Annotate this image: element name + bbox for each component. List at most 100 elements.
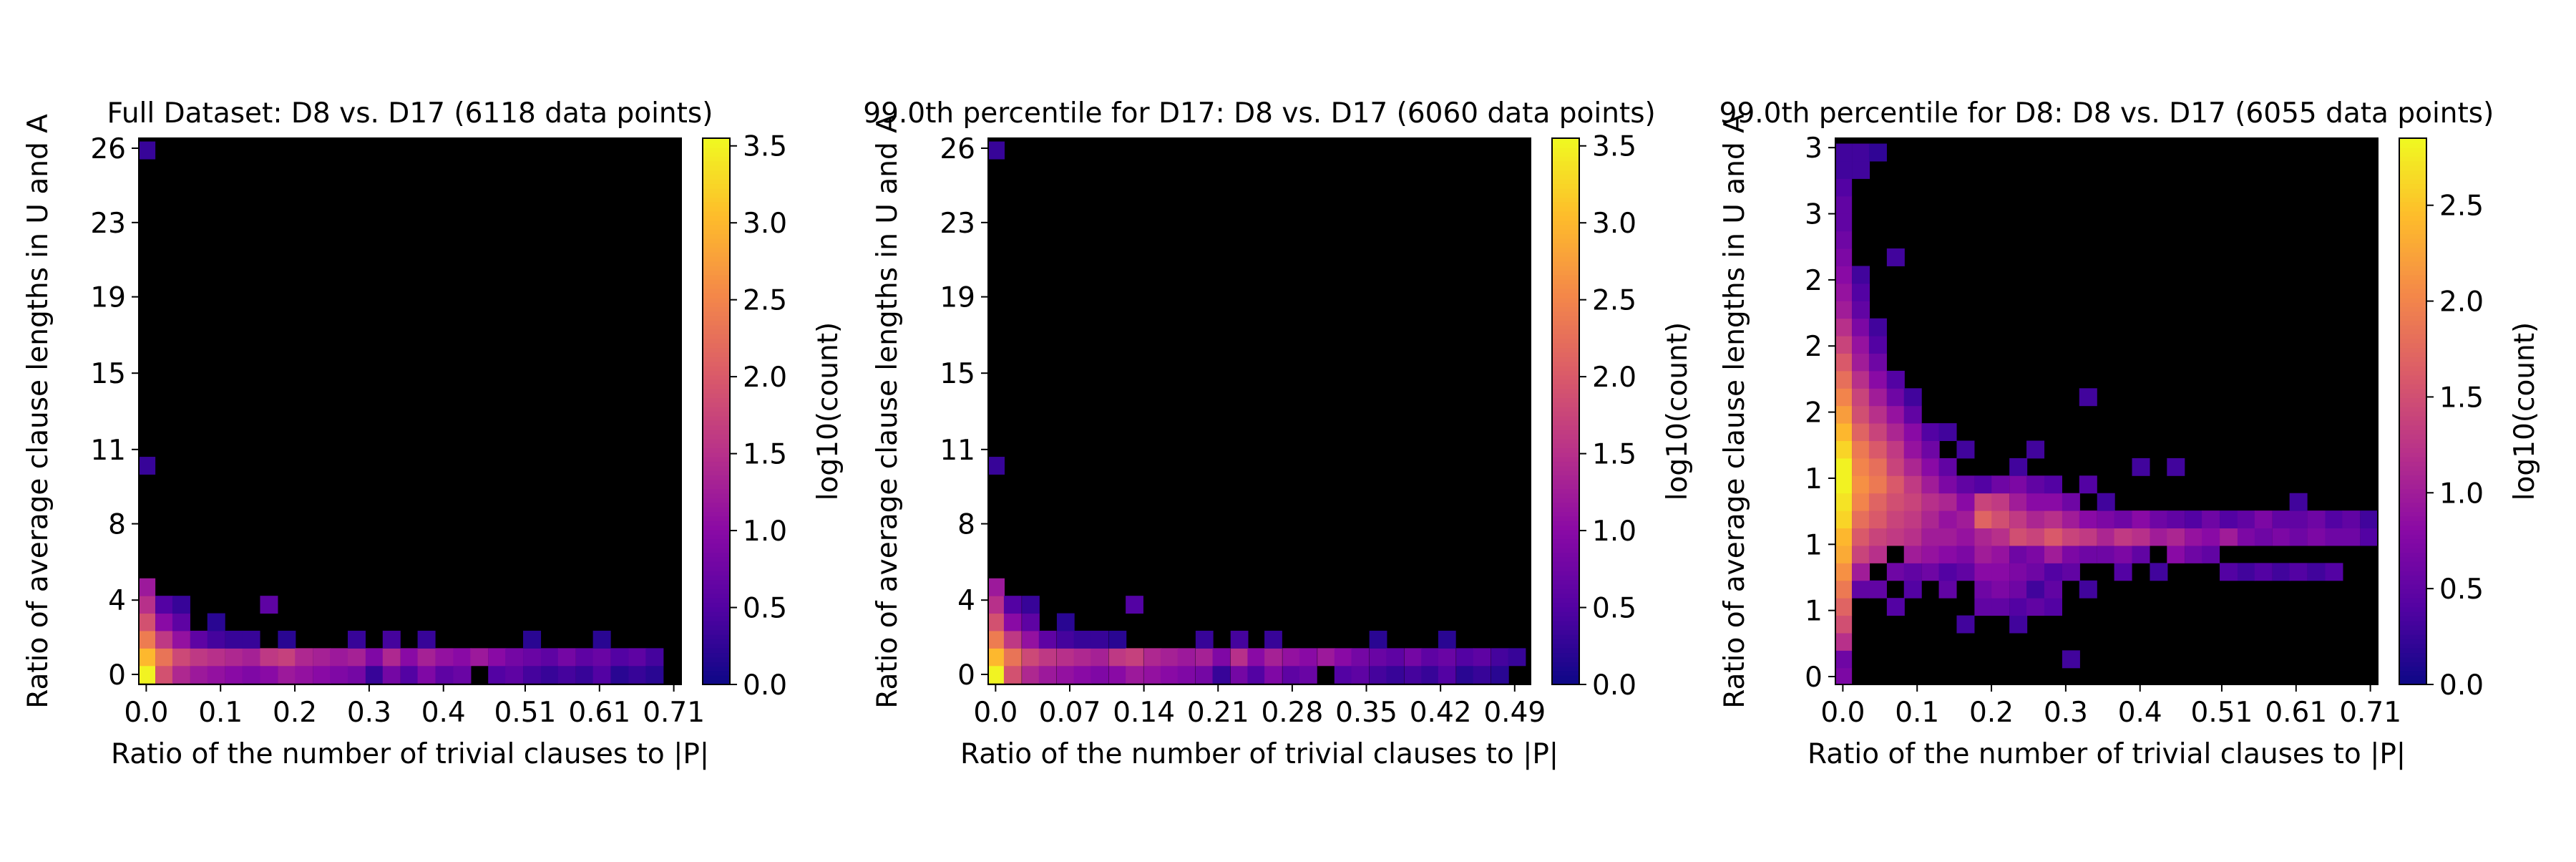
colorbar-segment: [703, 193, 730, 198]
colorbar-segment: [703, 484, 730, 490]
heatmap-cell: [1351, 665, 1370, 684]
colorbar-segment: [1552, 193, 1579, 198]
colorbar-segment: [2399, 334, 2426, 339]
colorbar-segment: [1552, 657, 1579, 662]
colorbar-segment: [2399, 156, 2426, 162]
heatmap-cell: [523, 630, 542, 649]
y-tick-label: 1: [1805, 529, 1823, 561]
colorbar-segment: [1552, 575, 1579, 581]
heatmap-cell: [2150, 528, 2168, 546]
colorbar-segment: [2399, 361, 2426, 367]
colorbar-segment: [1552, 306, 1579, 312]
heatmap-cell: [1508, 648, 1526, 667]
colorbar-segment: [703, 475, 730, 480]
colorbar-segment: [2399, 620, 2426, 626]
colorbar-segment: [2399, 529, 2426, 535]
heatmap-cell: [1161, 648, 1179, 667]
colorbar-segment: [1552, 579, 1579, 585]
colorbar-segment: [703, 438, 730, 444]
colorbar-segment: [703, 188, 730, 193]
heatmap-cell: [1974, 598, 1993, 616]
colorbar-segment: [1552, 648, 1579, 654]
colorbar-segment: [703, 266, 730, 271]
colorbar-segment: [2399, 584, 2426, 590]
colorbar-segment: [703, 324, 730, 330]
heatmap-cell: [628, 648, 647, 667]
heatmap-cell: [1404, 648, 1423, 667]
heatmap-cell: [382, 630, 401, 649]
colorbar-segment: [1552, 625, 1579, 631]
heatmap-cell: [1852, 457, 1870, 476]
y-tick-label: 3: [1805, 199, 1823, 231]
heatmap-cell: [1852, 160, 1870, 179]
colorbar-segment: [2399, 556, 2426, 562]
heatmap-cell: [540, 665, 559, 684]
colorbar-segment: [703, 652, 730, 658]
heatmap-cell: [1886, 475, 1905, 494]
heatmap-cell: [278, 630, 296, 649]
colorbar-segment: [1552, 238, 1579, 243]
heatmap-cell: [2062, 545, 2080, 563]
y-tick-label: 26: [940, 133, 975, 165]
heatmap-cell: [365, 665, 384, 684]
heatmap-cell: [1835, 195, 1853, 214]
y-axis-label: Ratio of average clause lengths in U and…: [872, 114, 904, 709]
colorbar-segment: [703, 662, 730, 667]
colorbar-segment: [2399, 288, 2426, 294]
colorbar-segment: [703, 334, 730, 339]
colorbar-segment: [703, 566, 730, 571]
heatmap-cell: [2062, 563, 2080, 581]
heatmap-cell: [1835, 318, 1853, 336]
heatmap-cell: [988, 141, 1005, 160]
x-tick-label: 0.4: [2118, 697, 2162, 729]
colorbar-segment: [2399, 152, 2426, 158]
colorbar-segment: [703, 397, 730, 403]
colorbar: 0.0 0.5 1.0 1.5 2.0 2.5 log10(count): [2399, 137, 2541, 702]
colorbar-segment: [2399, 229, 2426, 235]
heatmap-cell: [1299, 665, 1317, 684]
colorbar-segment: [703, 251, 730, 257]
colorbar-segment: [1552, 379, 1579, 384]
heatmap-cell: [1386, 665, 1405, 684]
heatmap-cell: [1974, 510, 1993, 529]
colorbar-segment: [2399, 261, 2426, 266]
heatmap-cell: [1022, 613, 1040, 631]
colorbar-segment: [703, 411, 730, 417]
heatmap-cell: [2202, 510, 2220, 529]
heatmap-cell: [1022, 648, 1040, 667]
colorbar-segment: [703, 420, 730, 426]
heatmap-cell: [2044, 510, 2062, 529]
colorbar-segment: [1552, 602, 1579, 608]
heatmap-cell: [1938, 528, 1957, 546]
y-tick-label: 26: [90, 133, 126, 165]
colorbar-segment: [2399, 639, 2426, 644]
heatmap-cell: [1921, 545, 1940, 563]
heatmap-cell: [2114, 563, 2132, 581]
heatmap-cell: [2079, 528, 2097, 546]
heatmap-cell: [2360, 510, 2379, 529]
heatmap-cell: [1835, 160, 1853, 179]
colorbar-segment: [2399, 589, 2426, 594]
colorbar-segment: [2399, 210, 2426, 216]
colorbar-tick-label: 0.5: [2439, 573, 2484, 606]
colorbar-segment: [2399, 170, 2426, 175]
colorbar-segment: [2399, 206, 2426, 212]
heatmap-cell: [1868, 493, 1887, 511]
heatmap-cell: [2150, 510, 2168, 529]
colorbar-segment: [1552, 598, 1579, 604]
heatmap-cell: [2150, 563, 2168, 581]
colorbar-segment: [2399, 202, 2426, 207]
heatmap-cell: [1334, 648, 1352, 667]
colorbar-segment: [1552, 502, 1579, 508]
colorbar-segment: [2399, 484, 2426, 490]
colorbar-tick-label: 2.5: [1592, 285, 1636, 317]
heatmap-cell: [260, 665, 278, 684]
heatmap-cell: [1852, 388, 1870, 407]
heatmap-cell: [610, 665, 629, 684]
heatmap-cell: [988, 457, 1005, 475]
heatmap-cell: [1177, 648, 1196, 667]
colorbar-segment: [703, 202, 730, 207]
x-tick-label: 0.28: [1261, 697, 1323, 729]
heatmap-cell: [382, 648, 401, 667]
colorbar-segment: [1552, 165, 1579, 171]
